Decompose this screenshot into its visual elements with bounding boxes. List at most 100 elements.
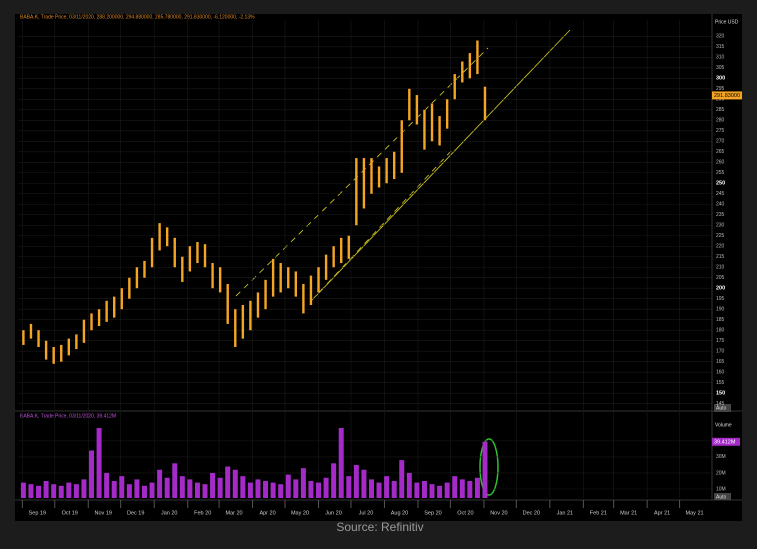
volume-bar xyxy=(474,477,480,498)
volume-bar xyxy=(36,485,42,498)
price-bar xyxy=(423,109,426,150)
price-bar xyxy=(355,158,358,226)
x-tick-label: Dec 20 xyxy=(523,510,540,516)
price-bar xyxy=(44,340,48,360)
x-tick-label: Mar 20 xyxy=(226,510,243,516)
volume-bar xyxy=(119,476,125,498)
volume-bar xyxy=(104,472,110,498)
volume-bar xyxy=(66,482,72,498)
volume-bar xyxy=(187,479,193,498)
y-tick-label: 210 xyxy=(716,265,725,271)
auto-button[interactable] xyxy=(714,493,731,500)
price-bar xyxy=(67,338,71,356)
price-bar xyxy=(256,292,260,318)
y-tick-label: 10M xyxy=(716,486,726,492)
price-bar xyxy=(249,300,252,331)
price-bar xyxy=(218,267,222,293)
volume-bar xyxy=(217,477,223,498)
x-tick-label: Apr 20 xyxy=(259,510,275,516)
price-bar xyxy=(347,235,350,259)
y-tick-label: 300 xyxy=(716,76,725,82)
price-bar xyxy=(120,288,123,310)
price-bar xyxy=(483,86,487,121)
y-tick-label: 145 xyxy=(716,401,725,407)
volume-bar xyxy=(414,482,420,498)
price-bar xyxy=(37,330,40,348)
x-tick-label: Aug 20 xyxy=(391,510,408,516)
volume-bar xyxy=(323,477,329,498)
x-tick-label: Feb 20 xyxy=(194,510,211,516)
price-bar xyxy=(309,275,313,306)
volume-bar xyxy=(308,480,314,498)
channel-middle xyxy=(315,29,571,297)
volume-bar xyxy=(331,463,337,498)
price-bar xyxy=(241,305,245,339)
price-bar xyxy=(143,260,146,278)
volume-bar xyxy=(278,484,284,498)
y-tick-label: 180 xyxy=(716,328,725,334)
price-bar xyxy=(128,277,131,299)
volume-bar xyxy=(270,482,276,498)
x-tick-label: Feb 21 xyxy=(590,510,607,516)
y-tick-label: 185 xyxy=(716,317,725,323)
price-bar xyxy=(165,227,169,247)
y-tick-label: 230 xyxy=(716,223,725,229)
volume-bar xyxy=(232,469,238,498)
volume-bar xyxy=(202,484,208,498)
y-tick-label: 220 xyxy=(716,244,725,250)
price-bar xyxy=(400,120,403,173)
price-bar xyxy=(362,158,366,209)
y-tick-label: 240 xyxy=(716,202,725,208)
volume-bar xyxy=(467,480,473,498)
auto-label[interactable]: Auto xyxy=(716,405,727,411)
price-bar xyxy=(332,246,335,268)
price-bar xyxy=(445,99,449,129)
x-tick-label: Jun 20 xyxy=(325,510,342,516)
x-tick-label: Jan 20 xyxy=(161,510,178,516)
y-tick-label: 255 xyxy=(716,170,725,176)
price-bar xyxy=(392,151,396,180)
volume-bar xyxy=(437,485,443,498)
auto-button[interactable] xyxy=(714,404,731,412)
x-tick-label: Oct 20 xyxy=(457,510,473,516)
price-bar xyxy=(211,263,214,289)
volume-bar xyxy=(459,479,465,498)
y-tick-label: 310 xyxy=(716,55,725,61)
volume-bar xyxy=(444,482,450,498)
y-tick-label: 270 xyxy=(716,139,725,145)
price-axis-title: Price USD xyxy=(715,19,739,25)
volume-bar xyxy=(126,484,132,498)
x-tick-label: Apr 21 xyxy=(654,510,670,516)
price-legend: BABA.K, Trade Price, 03/11/2020, 288.200… xyxy=(20,14,255,20)
volume-bar xyxy=(96,428,102,498)
price-bar xyxy=(188,246,192,272)
y-tick-label: 215 xyxy=(716,254,725,260)
price-bar xyxy=(415,95,419,125)
price-bar xyxy=(461,61,464,83)
y-tick-label: 225 xyxy=(716,233,725,239)
volume-bar xyxy=(316,482,322,498)
auto-label[interactable]: Auto xyxy=(716,494,727,500)
volume-bar xyxy=(134,479,140,498)
x-tick-label: Nov 19 xyxy=(95,510,112,516)
volume-bar xyxy=(353,464,359,498)
volume-bar xyxy=(51,484,57,498)
volume-bar xyxy=(346,476,352,498)
y-tick-label: 285 xyxy=(716,107,725,113)
price-bar xyxy=(173,237,176,268)
y-tick-label: 155 xyxy=(716,380,725,386)
price-bar xyxy=(453,74,456,100)
x-tick-label: Mar 21 xyxy=(620,510,637,516)
y-tick-label: 245 xyxy=(716,191,725,197)
price-bar xyxy=(476,40,479,75)
volume-bar xyxy=(429,484,435,498)
price-bar xyxy=(430,103,434,142)
price-bar xyxy=(271,258,275,297)
volume-bar xyxy=(255,479,261,498)
price-bar xyxy=(438,116,441,146)
volume-bar xyxy=(210,472,216,498)
price-bar xyxy=(377,166,381,188)
channel-upper xyxy=(235,47,489,297)
y-tick-label: 290 xyxy=(716,97,725,103)
